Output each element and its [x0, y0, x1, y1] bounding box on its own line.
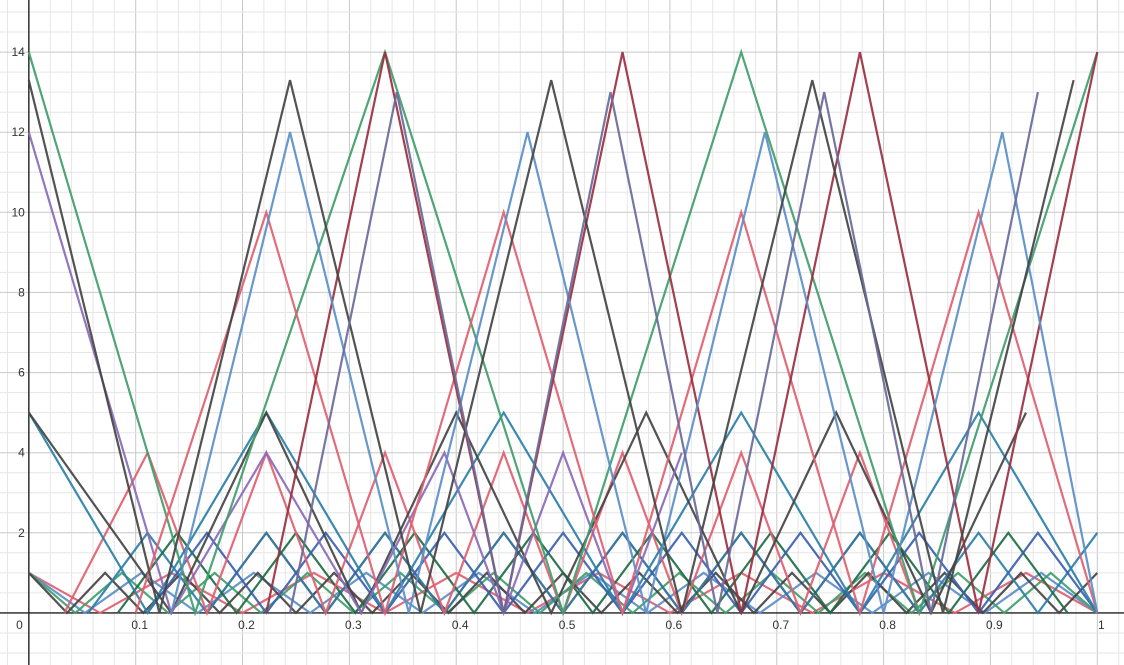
y-tick-label: 14 — [11, 45, 25, 59]
x-tick-labels: 0 0.1 0.2 0.3 0.4 0.5 0.6 0.7 0.8 0.9 1 — [16, 618, 1105, 632]
x-tick-label: 0.4 — [452, 618, 469, 632]
x-tick-label: 0.8 — [879, 618, 896, 632]
curves — [27, 48, 1099, 617]
y-tick-label: 6 — [18, 366, 25, 380]
x-tick-label: 0.2 — [238, 618, 255, 632]
x-tick-label: 0.9 — [986, 618, 1003, 632]
y-tick-label: 4 — [18, 446, 25, 460]
y-tick-label: 2 — [18, 526, 25, 540]
y-tick-label: 10 — [11, 205, 25, 219]
series-line-12 — [27, 131, 683, 617]
x-tick-label: 0.7 — [772, 618, 789, 632]
series-line-11 — [27, 410, 1027, 616]
series-line-17 — [27, 79, 1075, 614]
y-tick-label: 12 — [11, 125, 25, 139]
x-tick-label: 0.5 — [559, 618, 576, 632]
x-tick-label: 0 — [16, 618, 23, 632]
series-line-16 — [170, 131, 1099, 614]
series-line-13 — [27, 48, 1099, 617]
x-tick-label: 0.6 — [666, 618, 683, 632]
series-line-14 — [134, 208, 1099, 617]
y-tick-labels: 2 4 6 8 10 12 14 — [11, 45, 25, 540]
x-tick-label: 0.3 — [345, 618, 362, 632]
x-tick-label: 0.1 — [131, 618, 148, 632]
x-tick-label: 1 — [1098, 618, 1105, 632]
series-line-7 — [116, 530, 1069, 615]
series-line-15 — [265, 51, 1099, 614]
series-line-18 — [288, 91, 1039, 614]
series-line-9 — [63, 449, 921, 617]
y-tick-label: 8 — [18, 285, 25, 299]
